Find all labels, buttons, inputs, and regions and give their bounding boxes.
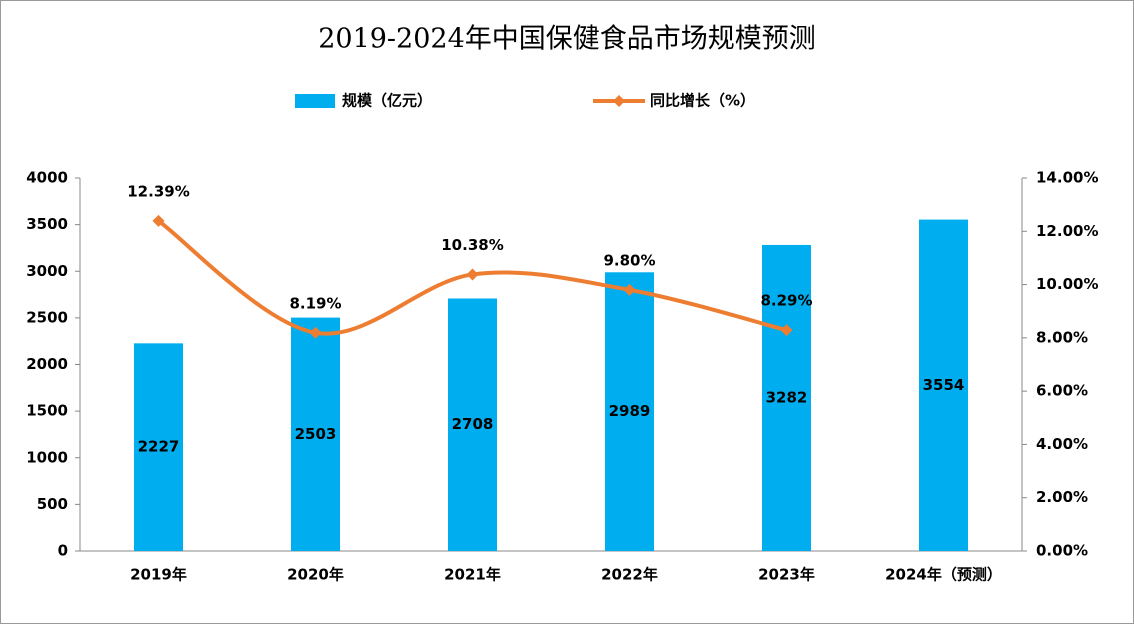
y2-tick-label: 4.00%: [1036, 435, 1088, 453]
line-value-label: 8.29%: [760, 292, 812, 310]
y2-tick-label: 0.00%: [1036, 542, 1088, 560]
line-value-label: 9.80%: [603, 251, 655, 269]
line-value-label: 8.19%: [289, 294, 341, 312]
y2-tick-label: 6.00%: [1036, 382, 1088, 400]
legend-label: 规模（亿元）: [342, 92, 432, 110]
x-tick-label: 2023年: [758, 566, 815, 584]
y-tick-label: 3500: [26, 215, 68, 233]
y-tick-label: 1500: [26, 402, 68, 420]
x-tick-label: 2022年: [601, 566, 658, 584]
bar: [448, 298, 497, 551]
y-tick-label: 500: [37, 495, 68, 513]
line-marker: [623, 283, 636, 296]
y2-tick-label: 12.00%: [1036, 222, 1098, 240]
y-tick-label: 4000: [26, 169, 68, 187]
y2-tick-label: 2.00%: [1036, 488, 1088, 506]
y-tick-label: 3000: [26, 262, 68, 280]
y2-tick-label: 8.00%: [1036, 328, 1088, 346]
line-marker: [780, 324, 793, 337]
legend-swatch: [295, 94, 335, 108]
bar: [605, 272, 654, 551]
line: [157, 219, 787, 336]
bar-value-label: 2708: [452, 415, 494, 433]
y-tick-label: 1000: [26, 448, 68, 466]
legend-label: 同比增长（%）: [650, 92, 755, 110]
line-marker: [152, 214, 165, 227]
chart-title: 2019-2024年中国保健食品市场规模预测: [318, 24, 816, 55]
y-tick-label: 2000: [26, 355, 68, 373]
x-tick-label: 2019年: [130, 566, 187, 584]
bar-value-label: 2503: [295, 425, 337, 443]
x-tick-label: 2020年: [287, 566, 344, 584]
y2-tick-label: 14.00%: [1036, 169, 1098, 187]
line-value-label: 12.39%: [127, 182, 189, 200]
y2-tick-label: 10.00%: [1036, 275, 1098, 293]
bar: [291, 317, 340, 551]
legend-marker: [613, 95, 625, 107]
line-marker: [309, 326, 322, 339]
bar-value-label: 3282: [766, 388, 808, 406]
bar: [762, 244, 811, 552]
y-tick-label: 2500: [26, 308, 68, 326]
x-tick-label: 2021年: [444, 566, 501, 584]
line-value-label: 10.38%: [441, 236, 503, 254]
bar-value-label: 2989: [609, 402, 651, 420]
line-marker: [466, 268, 479, 281]
bar-value-label: 3554: [923, 376, 965, 394]
bar: [919, 219, 968, 552]
bar: [134, 343, 183, 551]
x-tick-label: 2024年（预测）: [885, 566, 1002, 584]
y-tick-label: 0: [58, 542, 68, 560]
bar-value-label: 2227: [138, 438, 180, 456]
